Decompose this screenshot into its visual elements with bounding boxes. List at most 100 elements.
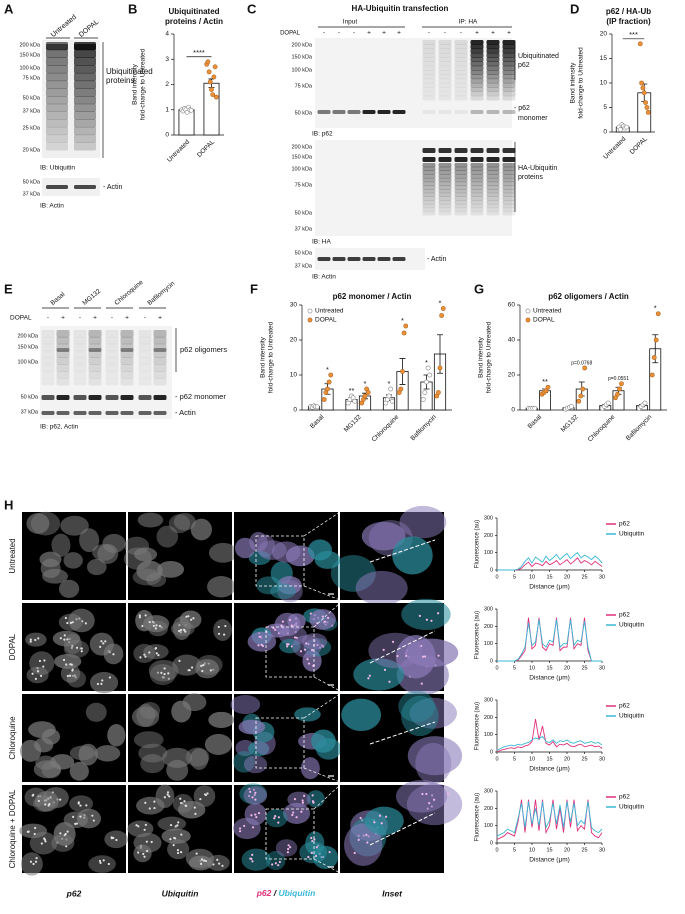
puncta [143,855,146,858]
data-point [207,79,213,85]
label: IB: p62 [312,131,333,138]
blot-band [88,364,102,372]
data-point [545,384,551,390]
cell [392,536,433,575]
blot-band [454,40,468,45]
puncta [29,638,32,641]
blot-band [438,196,452,201]
blot-band [46,142,68,151]
blot-band [502,166,516,171]
blot-band [438,192,452,197]
puncta [432,798,436,801]
blot-band [88,336,102,345]
y-tick-label: 200 [484,715,493,721]
blot-band [502,148,516,153]
legend-label: p62 [619,612,630,619]
y-axis-label: Fluorescence (au) [475,520,481,568]
y-tick-label: 300 [484,697,493,703]
puncta [31,794,34,797]
puncta [323,620,327,623]
data-point [653,337,659,343]
blot-band [486,74,500,80]
blot-band [454,196,468,201]
blot-band [470,189,484,194]
puncta [250,857,253,861]
label: - [144,315,146,322]
cell [395,780,448,813]
line-series [497,552,603,571]
puncta [34,677,37,680]
label: proteins [518,174,543,181]
blot-band [502,44,516,50]
label: HA-Ubiquitin transfection [352,4,449,13]
x-tick-label: 20 [564,756,570,762]
cell [35,755,57,770]
puncta [45,799,48,802]
cell [94,745,121,762]
puncta [79,815,82,818]
blot-band [377,257,391,261]
puncta [257,644,260,647]
profile-line [369,812,436,846]
puncta [200,664,203,667]
cell [311,729,336,753]
significance-label: **** [193,48,205,57]
cell [265,808,288,828]
legend-label: DOPAL [533,317,555,324]
puncta [430,619,433,622]
blot-band [486,207,500,212]
x-tick-label: DOPAL [196,138,216,158]
cell [148,659,179,682]
blot-band [454,48,468,54]
blot-band [120,348,134,352]
blot-band [486,163,500,168]
blot-band [438,185,452,190]
puncta [288,618,292,622]
blot-band [105,330,119,338]
x-tick-label: 20 [564,574,570,580]
significance-label: p=0.0551 [608,376,629,382]
blot-band [74,57,96,66]
puncta [179,802,183,805]
x-tick-label: 25 [581,665,587,671]
label: + [397,30,401,37]
blot-band [41,350,55,358]
puncta [274,862,277,865]
label: + [491,30,495,37]
cell [86,558,107,576]
legend-label: Ubiquitin [619,622,645,629]
puncta [421,792,424,796]
legend-label: Ubiquitin [619,804,645,811]
puncta [421,655,425,658]
puncta [92,819,95,822]
cell [274,612,301,637]
blot-band [486,95,500,101]
puncta [40,842,43,845]
data-point [400,369,405,374]
label: IB: HA [312,239,331,246]
label: + [475,30,479,37]
cell [233,817,261,840]
puncta [391,640,395,643]
blot-band [454,70,468,75]
puncta [168,795,171,798]
blot-band [422,48,436,54]
label: proteins [106,76,134,85]
blot-band [46,126,68,136]
cell [195,659,219,679]
puncta [66,830,69,833]
x-tick-label: MG132 [343,413,363,433]
puncta [359,816,362,820]
puncta [85,804,88,807]
blot-band [470,87,484,92]
data-point [437,365,443,371]
blot-band [332,110,346,114]
cell [208,711,235,729]
puncta [153,806,156,810]
blot-band [502,91,516,97]
blot-band [422,174,436,179]
y-tick-label: 2 [165,81,169,88]
cell [230,694,261,715]
cell [208,542,238,563]
significance-label: * [425,358,428,367]
